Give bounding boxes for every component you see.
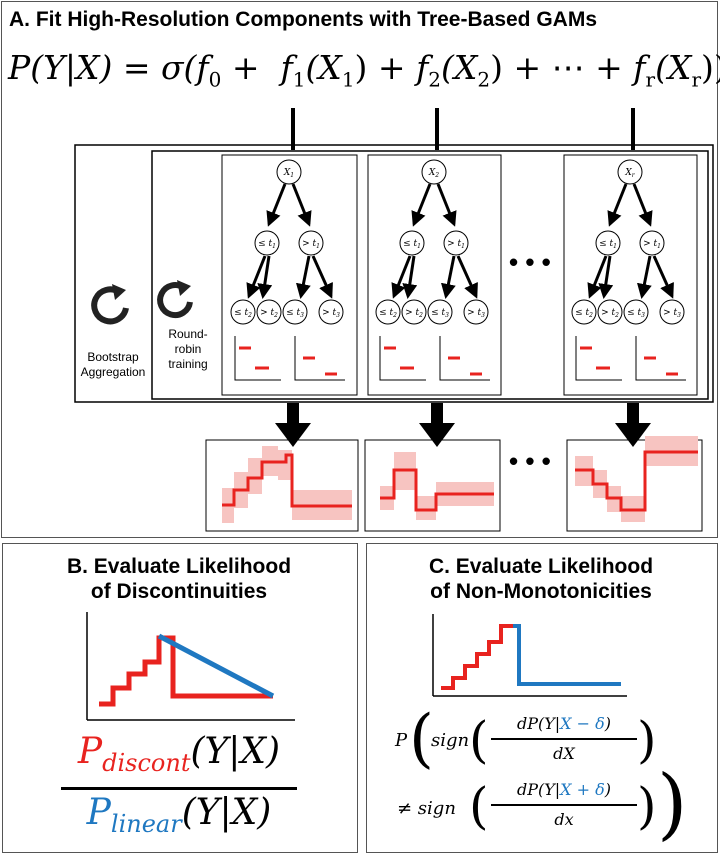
roundrobin-box [151, 150, 709, 400]
leaf-value-plots [575, 336, 686, 381]
tree-node-gt-t1: > t1 [443, 230, 469, 256]
tree-leaf-le-t3: ≤ t3 [623, 299, 649, 325]
likelihood-ratio: Pdiscont(Y|X) Plinear(Y|X) [3, 730, 355, 847]
svg-text:> t1: > t1 [447, 239, 465, 250]
down-arrow-r-icon [615, 403, 651, 447]
svg-text:≤ t3: ≤ t3 [286, 308, 304, 319]
shape-plot-r [566, 436, 703, 532]
svg-text:> t2: > t2 [405, 308, 423, 319]
tree-node-gt-t1: > t1 [298, 230, 324, 256]
svg-text:≤ t3: ≤ t3 [431, 308, 449, 319]
ellipsis-trees: • • • [509, 247, 551, 277]
leaf-value-plots [379, 336, 490, 381]
down-arrow-2-icon [419, 403, 455, 447]
tree-node-le-t1: ≤ t1 [399, 230, 425, 256]
shape-plot-2 [364, 439, 501, 532]
decision-tree-3: Xr ≤ t1 > t1 ≤ t2 > t2 ≤ t3 > t3 [571, 159, 686, 381]
panel-a-title: A. Fit High-Resolution Components with T… [9, 8, 598, 31]
svg-text:X2: X2 [428, 168, 439, 179]
gam-equation: P(Y|X) = σ(f0 + f1(X1) + f2(X2) + ⋯ + fr… [8, 48, 720, 92]
ratio-denominator: Plinear(Y|X) [86, 792, 272, 839]
tree-leaf-gt-t2: > t2 [256, 299, 282, 325]
decision-tree-1: X1 ≤ t1 > t1 ≤ t2 > t2 ≤ t3 > t3 [230, 159, 345, 381]
tree-leaf-le-t2: ≤ t2 [230, 299, 256, 325]
tree-card-2 [367, 154, 502, 396]
tree-node-gt-t1: > t1 [639, 230, 665, 256]
tree-leaf-gt-t2: > t2 [597, 299, 623, 325]
tree-leaf-gt-t2: > t2 [401, 299, 427, 325]
tree-leaf-gt-t3: > t3 [463, 299, 489, 325]
panel-c-title: C. Evaluate Likelihood of Non-Monotonici… [428, 555, 654, 603]
svg-text:≤ t1: ≤ t1 [258, 239, 276, 250]
panel-c: C. Evaluate Likelihood of Non-Monotonici… [366, 543, 718, 853]
tree-leaf-gt-t3: > t3 [318, 299, 344, 325]
svg-text:> t3: > t3 [467, 308, 485, 319]
ratio-bar [61, 787, 297, 791]
tree-card-r [563, 154, 698, 396]
svg-text:> t1: > t1 [643, 239, 661, 250]
panel-b: B. Evaluate Likelihood of Discontinuitie… [2, 543, 358, 853]
ellipsis-shapes: • • • [509, 446, 551, 476]
tree-root-node: X1 [276, 159, 302, 185]
shape-plot-1 [205, 439, 359, 532]
tree-root-node: X2 [421, 159, 447, 185]
svg-text:≤ t2: ≤ t2 [575, 308, 593, 319]
svg-text:≤ t1: ≤ t1 [599, 239, 617, 250]
ratio-numerator: Pdiscont(Y|X) [77, 731, 281, 778]
leaf-value-plots [234, 336, 345, 381]
down-arrow-1-icon [275, 403, 311, 447]
non-monotonicity-plot [432, 614, 627, 697]
tree-leaf-gt-t3: > t3 [659, 299, 685, 325]
svg-text:> t1: > t1 [302, 239, 320, 250]
panel-a: A. Fit High-Resolution Components with T… [1, 1, 720, 538]
tree-leaf-le-t2: ≤ t2 [571, 299, 597, 325]
svg-text:≤ t2: ≤ t2 [379, 308, 397, 319]
discontinuity-plot [86, 612, 295, 721]
panel-a-diagram: X1 ≤ t1 > t1 ≤ t2 > t2 ≤ t3 > t3 X2 ≤ t1 > t1 ≤ t2… [74, 108, 714, 532]
svg-text:Xr: Xr [624, 168, 635, 179]
svg-text:> t3: > t3 [322, 308, 340, 319]
svg-text:≤ t3: ≤ t3 [627, 308, 645, 319]
svg-text:> t2: > t2 [601, 308, 619, 319]
svg-text:X1: X1 [283, 168, 294, 179]
tree-leaf-le-t3: ≤ t3 [427, 299, 453, 325]
tree-node-le-t1: ≤ t1 [595, 230, 621, 256]
roundrobin-cycle-icon [157, 280, 193, 319]
tree-card-1 [221, 154, 358, 396]
roundrobin-label: Round- robin training [168, 327, 208, 371]
svg-text:≤ t2: ≤ t2 [234, 308, 252, 319]
svg-text:≤ t1: ≤ t1 [403, 239, 421, 250]
tree-node-le-t1: ≤ t1 [254, 230, 280, 256]
svg-text:> t2: > t2 [260, 308, 278, 319]
tree-leaf-le-t3: ≤ t3 [282, 299, 308, 325]
svg-text:> t3: > t3 [663, 308, 681, 319]
tree-leaf-le-t2: ≤ t2 [375, 299, 401, 325]
bootstrap-cycle-icon [91, 284, 129, 325]
tree-root-node: Xr [617, 159, 643, 185]
bootstrap-label: Bootstrap Aggregation [80, 350, 146, 379]
panel-b-title: B. Evaluate Likelihood of Discontinuitie… [66, 555, 292, 603]
bootstrap-box [74, 144, 714, 403]
decision-tree-2: X2 ≤ t1 > t1 ≤ t2 > t2 ≤ t3 > t3 [375, 159, 490, 381]
